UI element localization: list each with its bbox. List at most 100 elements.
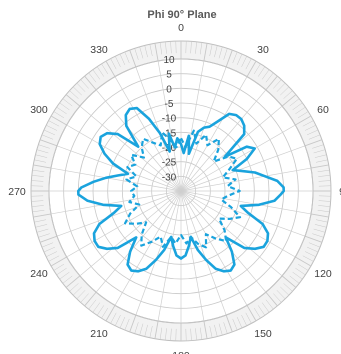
degree-tick [50, 256, 67, 267]
degree-tick [144, 324, 148, 337]
degree-tick [139, 323, 144, 336]
degree-tick [115, 56, 121, 68]
angle-gridline [79, 105, 182, 192]
degree-tick [289, 275, 300, 284]
radial-tick-label: -10 [162, 114, 177, 125]
degree-tick [84, 75, 97, 91]
series-group [77, 106, 285, 273]
degree-tick [318, 175, 331, 177]
degree-tick [53, 111, 65, 119]
degree-tick [80, 79, 89, 89]
degree-tick [199, 42, 203, 55]
angle-gridline [180, 190, 205, 322]
degree-tick [314, 224, 327, 228]
degree-tick [92, 69, 101, 80]
degree-tick [31, 205, 44, 207]
degree-tick [318, 200, 331, 202]
degree-tick [246, 305, 257, 322]
radial-tick-label: -30 [162, 172, 177, 183]
degree-tick [76, 290, 86, 300]
degree-tick [232, 51, 238, 64]
degree-tick [280, 86, 290, 96]
degree-tick [32, 169, 45, 173]
angle-gridline [180, 167, 312, 192]
degree-tick [295, 267, 306, 276]
degree-tick [304, 235, 323, 243]
degree-tick [56, 106, 67, 115]
degree-tick [245, 312, 252, 324]
degree-tick [223, 48, 228, 60]
angle-gridline [157, 60, 182, 192]
degree-tick [306, 246, 319, 253]
angle-tick-label: 240 [30, 268, 48, 280]
degree-tick [76, 82, 86, 92]
degree-tick [124, 318, 130, 331]
degree-tick [314, 154, 327, 158]
series-line-dashed [124, 129, 242, 249]
degree-tick [265, 299, 274, 310]
degree-tick [214, 45, 218, 58]
angle-tick-label: 180 [172, 350, 190, 354]
degree-tick [295, 115, 312, 126]
degree-tick [92, 302, 101, 313]
degree-tick [105, 60, 116, 77]
degree-tick [119, 316, 126, 329]
degree-tick [48, 255, 60, 262]
degree-tick [115, 314, 121, 326]
degree-tick [69, 283, 79, 292]
degree-tick [65, 275, 81, 288]
degree-tick [265, 291, 278, 307]
degree-tick [129, 314, 137, 333]
angle-gridline [66, 124, 182, 192]
degree-tick [165, 328, 167, 341]
degree-tick [265, 75, 278, 91]
degree-tick [119, 53, 126, 66]
degree-tick [253, 63, 261, 75]
degree-tick [38, 233, 50, 238]
degree-tick [36, 228, 49, 233]
radial-tick-label: -25 [162, 158, 177, 169]
degree-tick [38, 144, 50, 149]
degree-tick [35, 224, 48, 228]
degree-tick [59, 271, 70, 280]
angle-gridline [114, 76, 182, 192]
degree-tick [41, 242, 54, 248]
degree-tick [46, 251, 58, 257]
degree-tick [273, 293, 282, 303]
angle-gridline [180, 190, 296, 258]
degree-tick [304, 139, 323, 147]
degree-tick [297, 111, 309, 119]
degree-tick [56, 267, 67, 276]
angle-gridline [50, 167, 182, 192]
degree-tick [33, 213, 52, 218]
degree-tick [313, 149, 326, 154]
degree-tick [159, 327, 163, 340]
degree-tick [31, 180, 44, 182]
degree-tick [304, 251, 316, 257]
angle-tick-label: 300 [30, 104, 48, 116]
angle-tick-label: 90 [339, 186, 341, 198]
degree-tick [241, 56, 247, 68]
degree-tick [35, 154, 48, 158]
degree-tick [209, 44, 213, 57]
degree-tick [88, 299, 97, 310]
angle-gridline [66, 190, 182, 258]
angle-gridline [180, 190, 283, 277]
radial-tick-label: -5 [165, 99, 174, 110]
degree-tick [80, 293, 89, 303]
degree-tick [225, 314, 233, 333]
degree-tick [246, 60, 257, 77]
degree-tick [315, 219, 328, 223]
degree-tick [265, 72, 274, 83]
degree-tick [62, 275, 73, 284]
angle-gridline [135, 66, 182, 192]
degree-tick [281, 275, 297, 288]
degree-tick [134, 48, 139, 60]
degree-tick [280, 286, 290, 296]
degree-tick [318, 205, 331, 207]
degree-tick [31, 200, 44, 202]
degree-tick [223, 322, 228, 334]
angle-tick-label: 60 [317, 104, 329, 116]
angle-gridline [180, 190, 306, 237]
